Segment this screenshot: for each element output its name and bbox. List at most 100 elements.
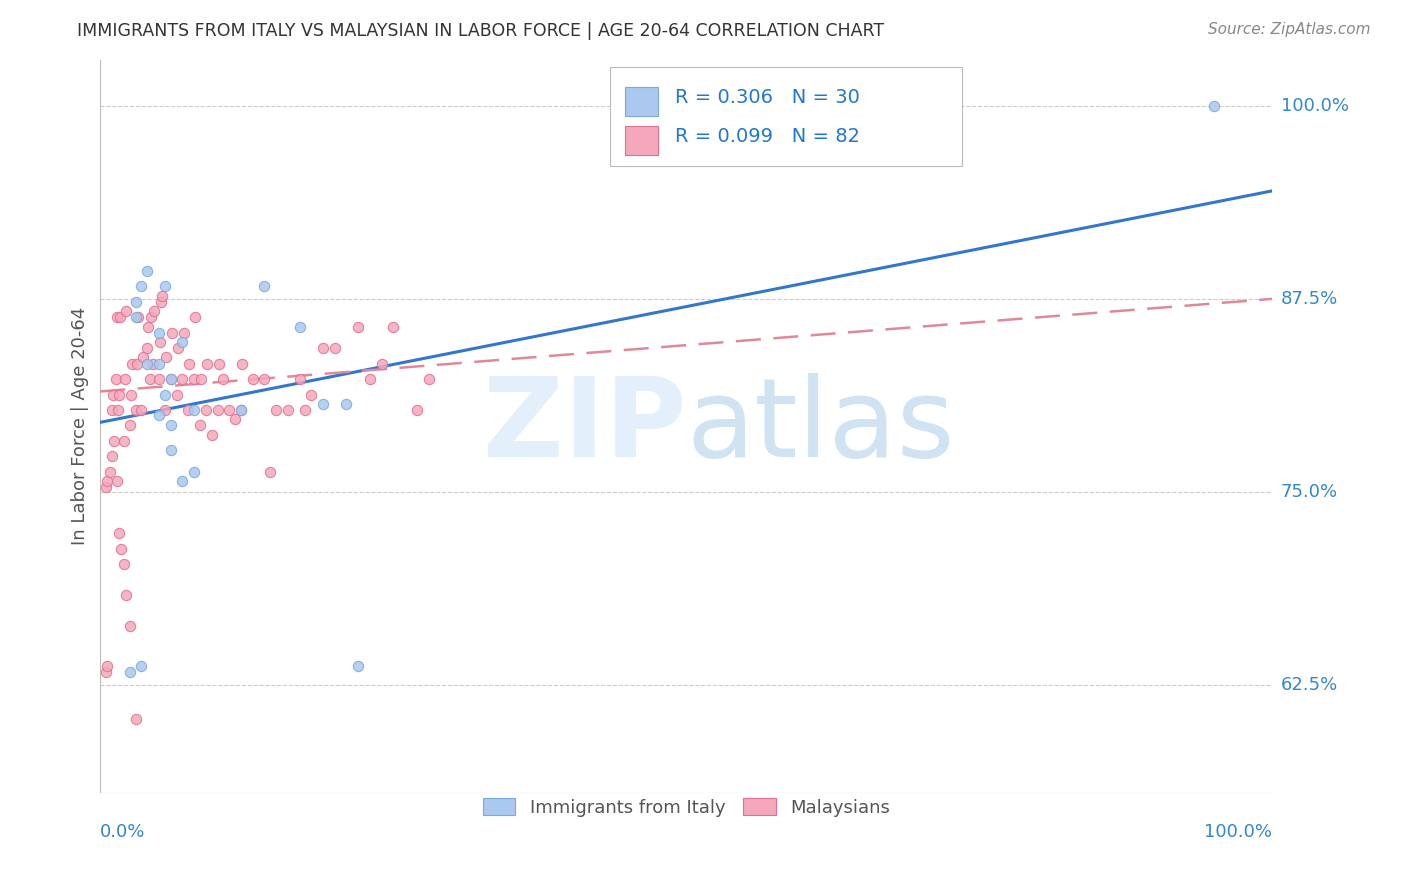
Point — [108, 387, 131, 401]
Point — [405, 403, 427, 417]
Point — [188, 418, 211, 433]
Point — [231, 357, 253, 371]
Point — [242, 372, 264, 386]
Point — [218, 403, 240, 417]
Point — [259, 465, 281, 479]
Y-axis label: In Labor Force | Age 20-64: In Labor Force | Age 20-64 — [72, 307, 89, 545]
Point — [288, 319, 311, 334]
Point — [159, 443, 181, 458]
Point — [153, 279, 176, 293]
Point — [139, 310, 162, 325]
Point — [190, 372, 212, 386]
Point — [96, 474, 118, 488]
Point — [277, 403, 299, 417]
Point — [110, 541, 132, 556]
Point — [118, 619, 141, 633]
Point — [121, 357, 143, 371]
Point — [382, 319, 405, 334]
Point — [138, 319, 160, 334]
Point — [96, 659, 118, 673]
Point — [96, 480, 118, 494]
Point — [347, 659, 370, 673]
Point — [101, 403, 124, 417]
Point — [124, 294, 146, 309]
Point — [183, 403, 205, 417]
Point — [194, 403, 217, 417]
Point — [208, 357, 231, 371]
Point — [148, 326, 170, 340]
Text: atlas: atlas — [686, 373, 955, 480]
Point — [150, 294, 173, 309]
Point — [110, 310, 132, 325]
Point — [153, 403, 176, 417]
Text: 100.0%: 100.0% — [1281, 97, 1348, 115]
Point — [288, 372, 311, 386]
Point — [148, 357, 170, 371]
Point — [172, 372, 194, 386]
Point — [347, 319, 370, 334]
Text: Source: ZipAtlas.com: Source: ZipAtlas.com — [1208, 22, 1371, 37]
Point — [131, 659, 153, 673]
Point — [160, 326, 183, 340]
Point — [183, 372, 205, 386]
Point — [335, 397, 357, 411]
Point — [155, 351, 177, 365]
Text: 0.0%: 0.0% — [100, 823, 146, 841]
Point — [359, 372, 381, 386]
Point — [115, 588, 138, 602]
Point — [114, 372, 136, 386]
Point — [136, 357, 159, 371]
Point — [105, 310, 128, 325]
Point — [104, 372, 127, 386]
Point — [136, 798, 159, 813]
Text: R = 0.306   N = 30: R = 0.306 N = 30 — [675, 88, 859, 107]
Text: IMMIGRANTS FROM ITALY VS MALAYSIAN IN LABOR FORCE | AGE 20-64 CORRELATION CHART: IMMIGRANTS FROM ITALY VS MALAYSIAN IN LA… — [77, 22, 884, 40]
Point — [148, 408, 170, 422]
Point — [207, 403, 229, 417]
Point — [149, 334, 172, 349]
Point — [118, 665, 141, 680]
Point — [124, 403, 146, 417]
Point — [115, 304, 138, 318]
Text: 75.0%: 75.0% — [1281, 483, 1339, 500]
Point — [136, 341, 159, 355]
Point — [143, 304, 166, 318]
Point — [229, 403, 252, 417]
Point — [323, 341, 346, 355]
Point — [107, 805, 129, 819]
Point — [177, 403, 200, 417]
Point — [264, 403, 287, 417]
Point — [253, 279, 276, 293]
Point — [103, 387, 125, 401]
Point — [212, 372, 235, 386]
Point — [112, 434, 135, 448]
Point — [172, 474, 194, 488]
Point — [312, 397, 335, 411]
Bar — [626, 87, 658, 116]
Point — [166, 341, 188, 355]
Text: 100.0%: 100.0% — [1205, 823, 1272, 841]
Point — [124, 310, 146, 325]
Point — [101, 450, 124, 464]
Legend: Immigrants from Italy, Malaysians: Immigrants from Italy, Malaysians — [475, 791, 897, 824]
Point — [418, 372, 440, 386]
Point — [312, 341, 335, 355]
Point — [159, 372, 181, 386]
Point — [184, 310, 207, 325]
Point — [120, 387, 142, 401]
Point — [183, 465, 205, 479]
Point — [98, 465, 121, 479]
FancyBboxPatch shape — [610, 67, 962, 166]
Point — [131, 403, 153, 417]
Point — [195, 357, 218, 371]
Point — [159, 372, 181, 386]
Point — [103, 434, 125, 448]
Point — [173, 326, 195, 340]
Point — [159, 418, 181, 433]
Point — [294, 403, 316, 417]
Point — [224, 412, 246, 426]
Point — [172, 334, 194, 349]
Point — [96, 665, 118, 680]
Point — [127, 310, 149, 325]
Text: R = 0.099   N = 82: R = 0.099 N = 82 — [675, 127, 859, 146]
